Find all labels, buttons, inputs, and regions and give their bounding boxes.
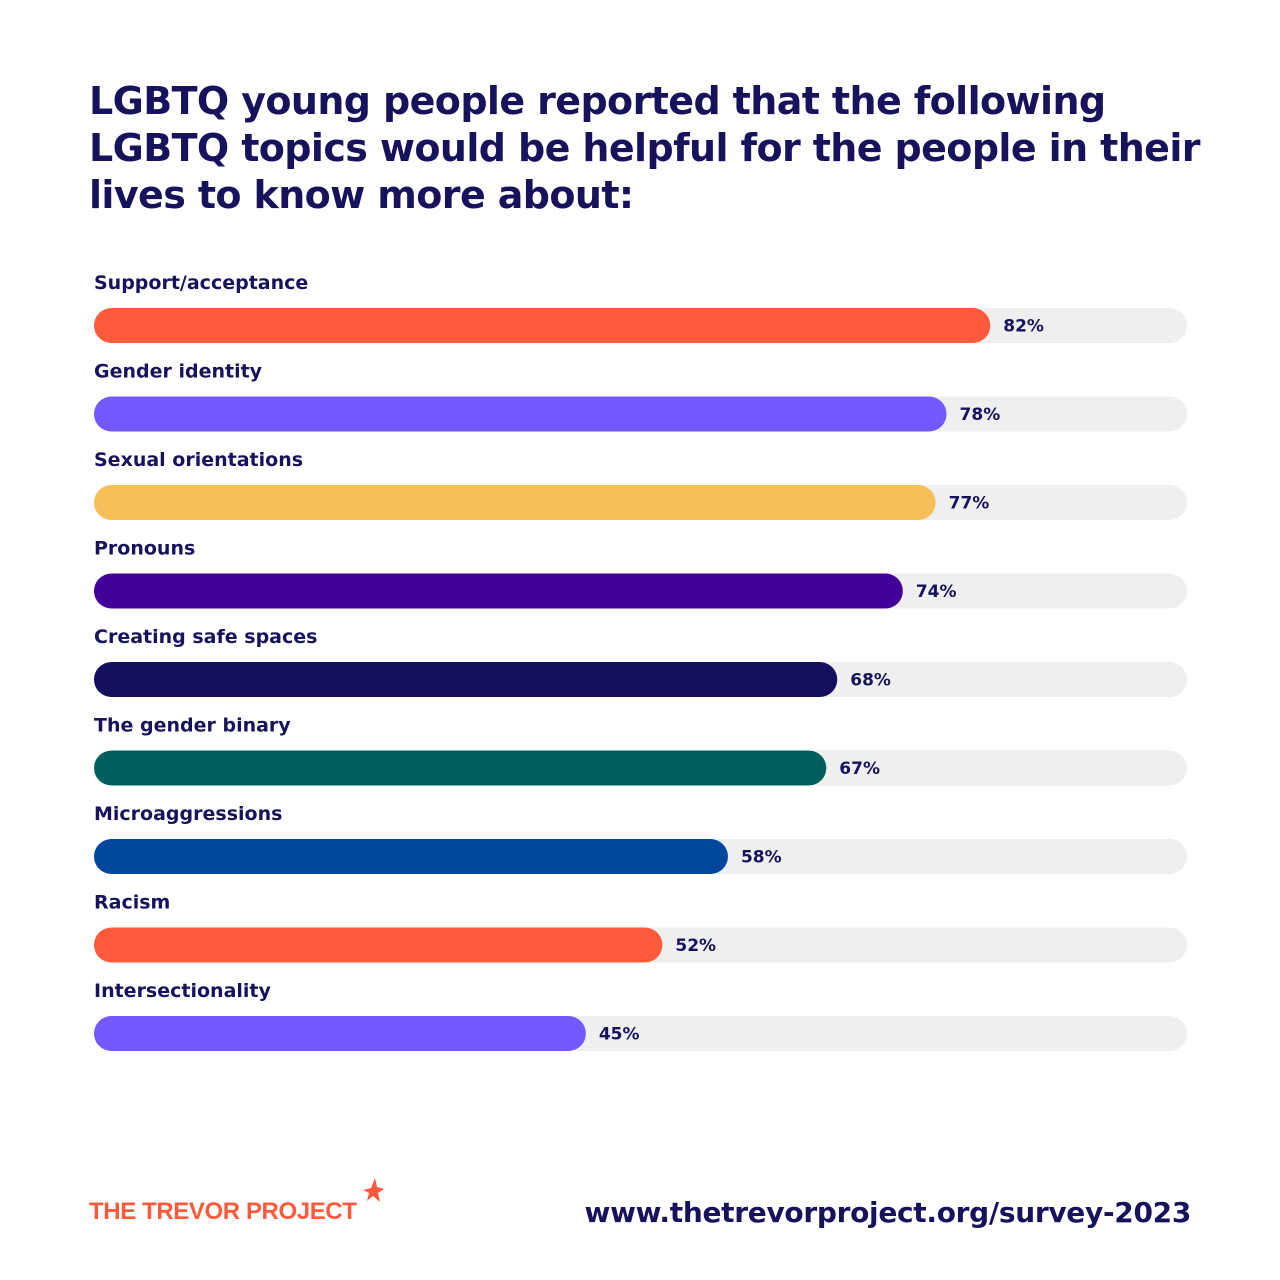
- bar: [94, 485, 936, 520]
- value-label: 45%: [599, 1025, 640, 1045]
- value-label: 52%: [675, 936, 716, 956]
- value-label: 82%: [1003, 317, 1044, 337]
- category-label: Racism: [94, 892, 170, 914]
- value-label: 58%: [741, 848, 782, 868]
- value-label: 78%: [960, 405, 1001, 425]
- value-label: 67%: [839, 759, 880, 779]
- trevor-project-logo[interactable]: THE TREVOR PROJECT: [89, 1178, 384, 1228]
- category-label: Pronouns: [94, 538, 195, 560]
- category-label: Sexual orientations: [94, 449, 303, 471]
- bar: [94, 308, 991, 343]
- category-label: Microaggressions: [94, 803, 282, 825]
- category-label: The gender binary: [94, 715, 291, 737]
- value-label: 77%: [949, 494, 990, 514]
- bar: [94, 839, 728, 874]
- bar: [94, 1016, 586, 1051]
- value-label: 74%: [916, 582, 957, 602]
- category-label: Intersectionality: [94, 980, 271, 1002]
- bar: [94, 750, 827, 786]
- star-icon: [362, 1178, 384, 1202]
- bar: [94, 662, 838, 697]
- logo-text: THE TREVOR PROJECT: [89, 1198, 357, 1225]
- chart-title: LGBTQ young people reported that the fol…: [89, 79, 1201, 217]
- category-label: Gender identity: [94, 361, 263, 383]
- category-label: Support/acceptance: [94, 272, 308, 294]
- bar: [94, 573, 903, 609]
- survey-url-link[interactable]: www.thetrevorproject.org/survey-2023: [584, 1196, 1192, 1229]
- bar: [94, 927, 663, 963]
- bar: [94, 396, 947, 432]
- category-label: Creating safe spaces: [94, 626, 317, 648]
- value-label: 68%: [850, 671, 891, 691]
